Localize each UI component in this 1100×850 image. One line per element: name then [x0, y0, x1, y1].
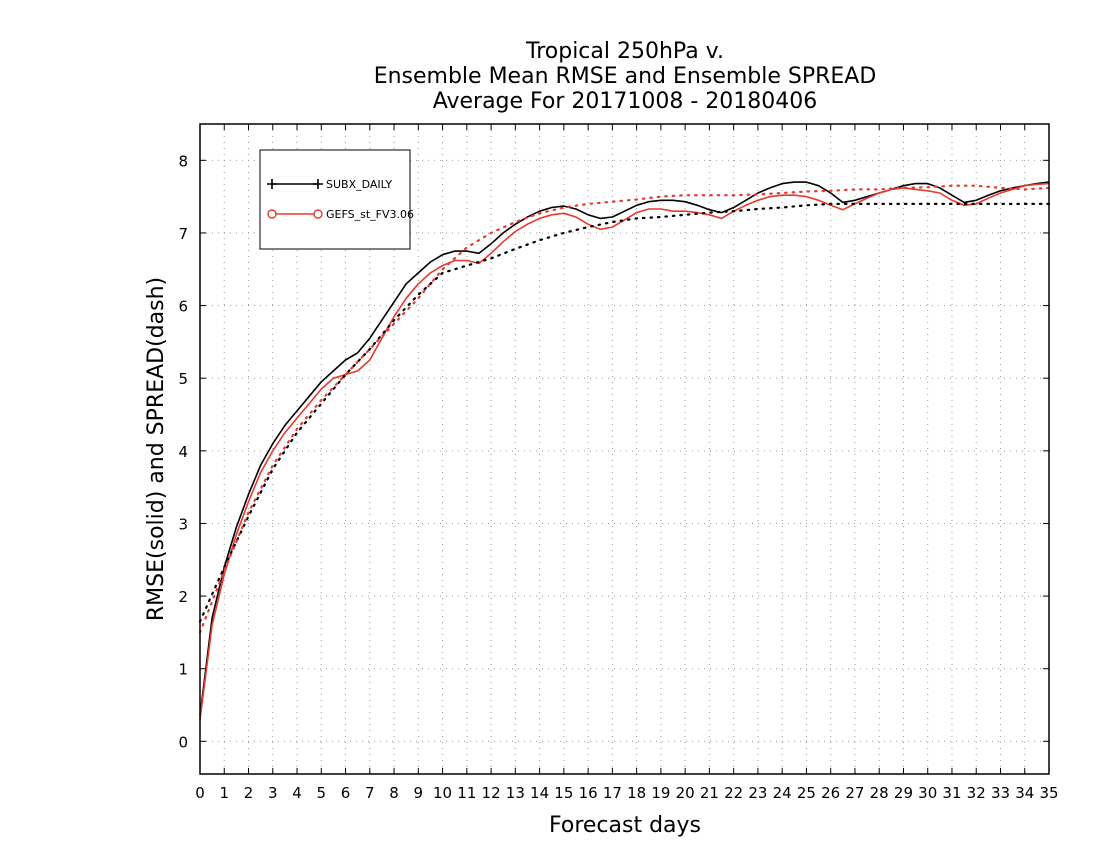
x-axis-label: Forecast days — [549, 813, 701, 838]
x-tick-label: 15 — [554, 784, 573, 802]
y-tick-label: 1 — [178, 661, 188, 679]
x-tick-label: 20 — [676, 784, 695, 802]
x-tick-label: 19 — [651, 784, 670, 802]
x-tick-label: 7 — [365, 784, 375, 802]
x-tick-label: 2 — [244, 784, 254, 802]
y-tick-label: 0 — [178, 733, 188, 751]
y-tick-label: 4 — [178, 443, 188, 461]
x-tick-label: 18 — [627, 784, 646, 802]
y-tick-label: 3 — [178, 515, 188, 533]
grid — [200, 124, 1049, 774]
x-tick-label: 8 — [389, 784, 399, 802]
x-tick-label: 29 — [894, 784, 913, 802]
x-tick-label: 26 — [821, 784, 840, 802]
x-tick-label: 12 — [482, 784, 501, 802]
legend-label: GEFS_st_FV3.06 — [326, 208, 414, 221]
legend-marker-plus — [313, 179, 323, 189]
x-tick-label: 32 — [967, 784, 986, 802]
series-line-4 — [198, 184, 1051, 634]
plot-frame — [199, 123, 1050, 775]
y-tick-label: 7 — [178, 225, 188, 243]
y-tick-label: 6 — [178, 298, 188, 316]
x-tick-label: 35 — [1039, 784, 1058, 802]
x-tick-label: 14 — [530, 784, 549, 802]
x-tick-label: 25 — [797, 784, 816, 802]
x-tick-label: 5 — [317, 784, 327, 802]
x-tick-label: 34 — [1015, 784, 1034, 802]
series-line-1 — [199, 181, 1050, 716]
x-tick-label: 13 — [506, 784, 525, 802]
x-tick-label: 10 — [433, 784, 452, 802]
x-tick-label: 0 — [195, 784, 205, 802]
x-tick-label: 6 — [341, 784, 351, 802]
ticks: 0 1 2 3 4 5 6 7 8 9 10 11 12 13 14 15 16 17 18 19 20 21 22 23 24… — [178, 124, 1059, 802]
x-tick-label: 22 — [724, 784, 743, 802]
legend: SUBX_DAILY GEFS_st_FV3.06 — [259, 149, 414, 250]
x-tick-label: 23 — [748, 784, 767, 802]
legend-marker-plus — [267, 179, 277, 189]
x-tick-label: 30 — [918, 784, 937, 802]
series-line-3 — [198, 202, 1051, 623]
x-tick-label: 1 — [219, 784, 229, 802]
legend-entries: SUBX_DAILY GEFS_st_FV3.06 — [267, 178, 414, 221]
legend-box — [259, 149, 411, 250]
x-tick-label: 24 — [773, 784, 792, 802]
x-tick-label: 9 — [414, 784, 424, 802]
y-tick-label: 5 — [178, 370, 188, 388]
x-tick-label: 4 — [292, 784, 302, 802]
x-tick-label: 11 — [457, 784, 476, 802]
x-tick-label: 33 — [991, 784, 1010, 802]
chart-title-line-2: Ensemble Mean RMSE and Ensemble SPREAD — [374, 64, 877, 89]
x-tick-label: 27 — [845, 784, 864, 802]
x-tick-label: 21 — [700, 784, 719, 802]
legend-marker-circle — [313, 209, 323, 219]
series-layer — [198, 181, 1051, 720]
y-tick-label: 8 — [178, 152, 188, 170]
x-tick-label: 16 — [579, 784, 598, 802]
chart-title-line-3: Average For 20171008 - 20180406 — [433, 89, 818, 114]
x-tick-label: 28 — [870, 784, 889, 802]
series-line-2 — [199, 182, 1050, 720]
legend-label: SUBX_DAILY — [326, 178, 392, 191]
x-tick-label: 31 — [942, 784, 961, 802]
legend-marker-circle — [267, 209, 277, 219]
x-tick-label: 3 — [268, 784, 278, 802]
y-tick-label: 2 — [178, 588, 188, 606]
y-axis-label: RMSE(solid) and SPREAD(dash) — [144, 277, 169, 621]
chart-title-line-1: Tropical 250hPa v. — [525, 39, 724, 64]
x-tick-label: 17 — [603, 784, 622, 802]
